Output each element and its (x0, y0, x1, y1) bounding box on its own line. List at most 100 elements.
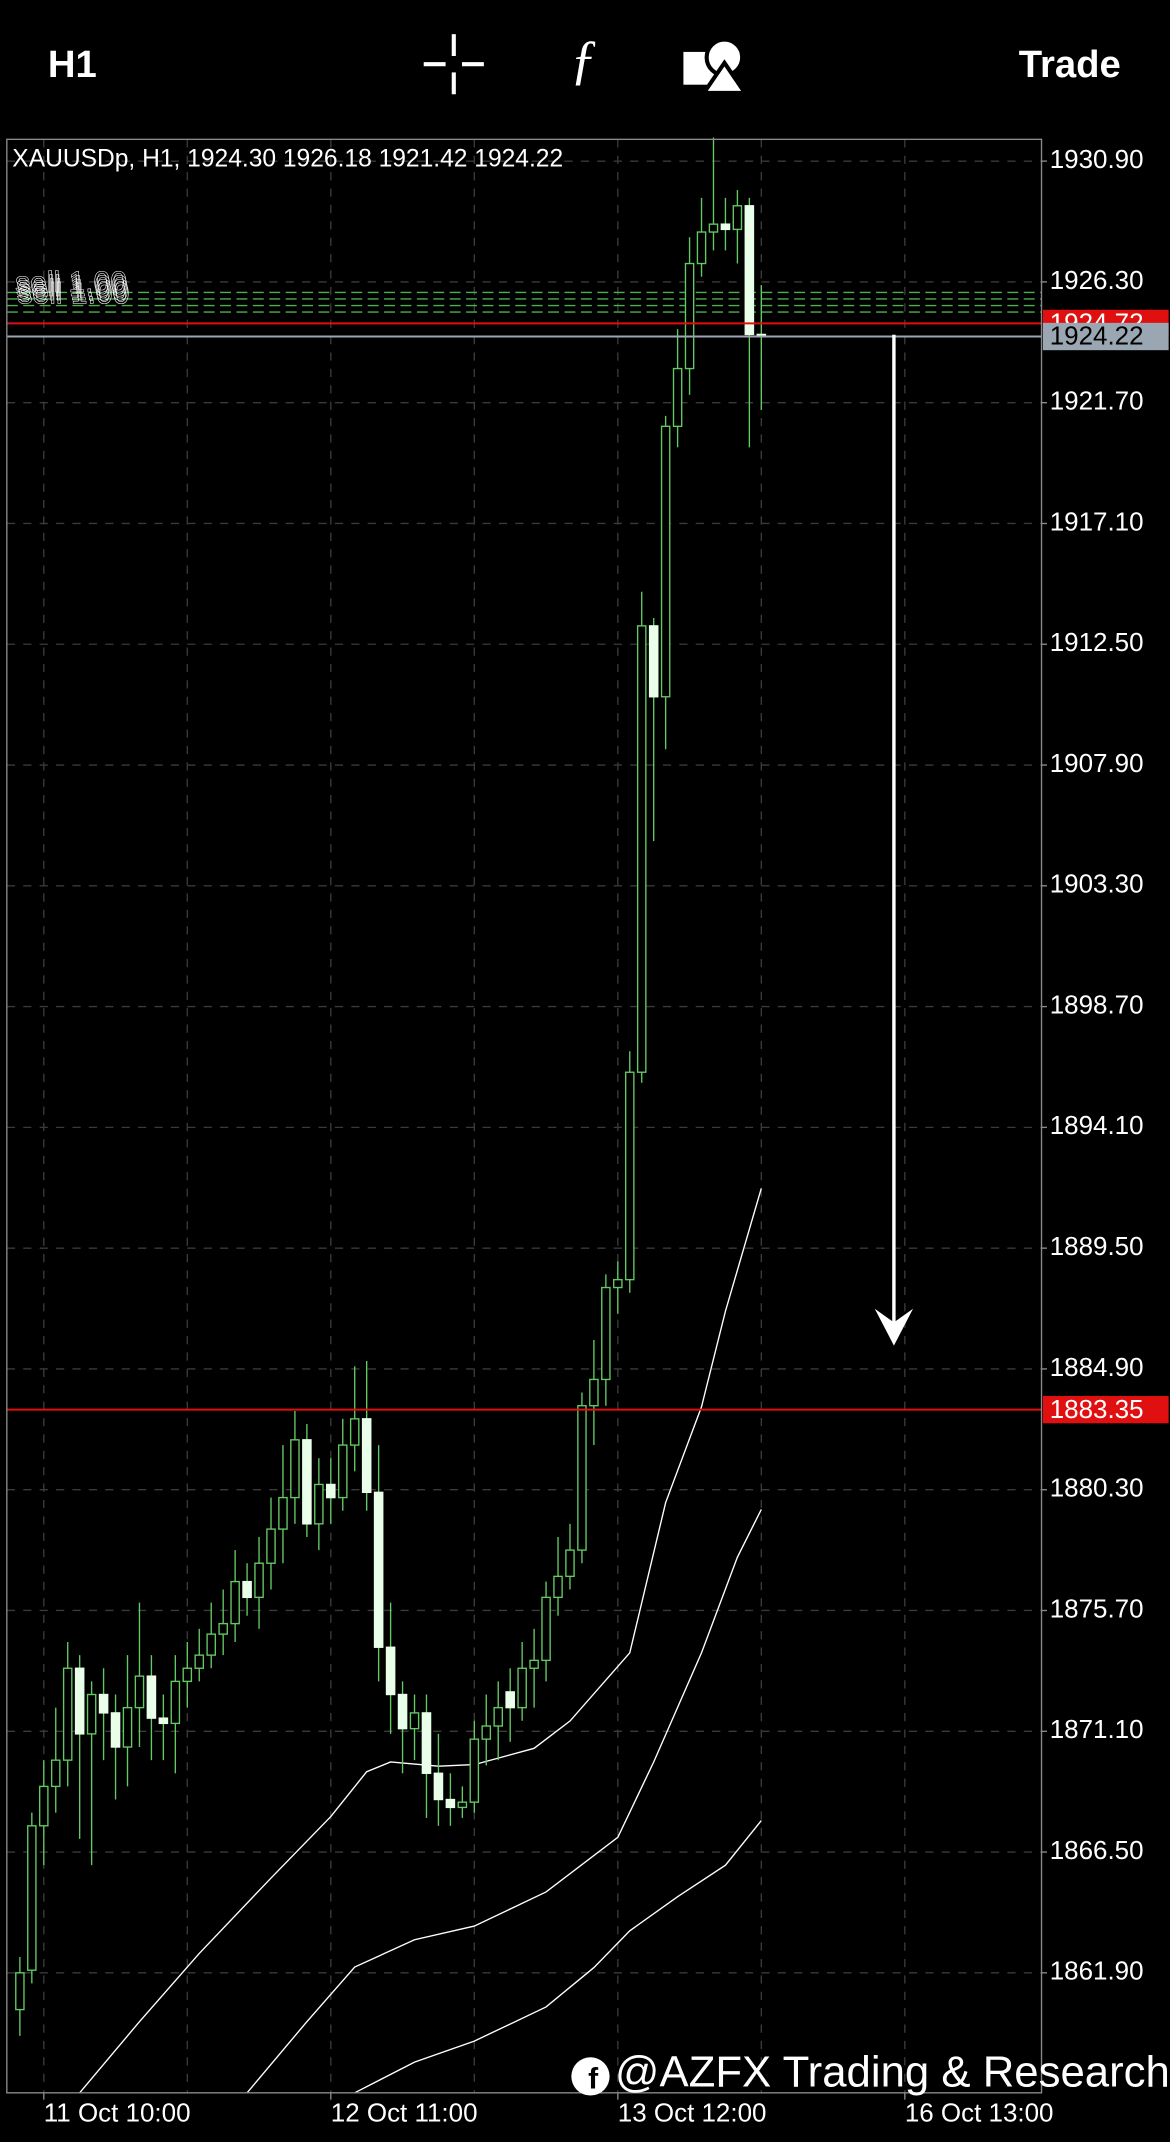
candle (170, 1655, 181, 1774)
candle-body (648, 625, 659, 698)
candle (206, 1602, 216, 1669)
candle (696, 197, 707, 277)
candle-body (50, 1759, 61, 1788)
candle-body (660, 425, 671, 698)
candle (636, 591, 647, 1083)
candle-body (337, 1444, 348, 1499)
candle (290, 1410, 300, 1524)
candle (541, 1581, 551, 1682)
indicator-line (79, 1188, 762, 2094)
y-tick-label: 1884.90 (1050, 1352, 1144, 1382)
candle (50, 1707, 61, 1813)
candle-body (361, 1418, 372, 1494)
x-tick-label: 12 Oct 11:00 (331, 2098, 478, 2128)
y-tick-label: 1898.70 (1050, 989, 1144, 1019)
candle-body (613, 1278, 623, 1289)
candle (326, 1458, 336, 1524)
indicator-line (354, 1820, 762, 2094)
candle-body (624, 1071, 635, 1281)
crosshair-button[interactable] (423, 34, 484, 95)
price-tag (1042, 1395, 1169, 1424)
price-tag-label: 1883.35 (1050, 1394, 1144, 1424)
candle-body (517, 1667, 527, 1709)
candle-body (314, 1483, 324, 1525)
order-label: sell 1.00 (17, 278, 129, 311)
order-label: sell 1.00 (15, 266, 127, 299)
objects-button[interactable] (683, 37, 749, 95)
y-tick-label: 1894.10 (1050, 1110, 1144, 1140)
x-tick-label: 13 Oct 12:00 (618, 2098, 767, 2128)
candle (433, 1733, 444, 1826)
candle (481, 1694, 492, 1766)
indicators-button[interactable]: ƒ (570, 29, 597, 90)
candle (732, 190, 743, 264)
candle-body (708, 223, 719, 233)
candle (529, 1628, 539, 1708)
candle-body (194, 1654, 205, 1669)
trade-button[interactable]: Trade (1019, 43, 1121, 86)
candle (122, 1655, 133, 1787)
candle-body (409, 1712, 420, 1730)
candle-body (62, 1667, 73, 1761)
candle (553, 1536, 563, 1616)
y-tick-label: 1917.10 (1050, 506, 1144, 536)
indicator-line (246, 1509, 762, 2094)
candle-body (230, 1580, 240, 1625)
candle-body (182, 1667, 193, 1683)
y-tick-label: 1921.70 (1050, 386, 1144, 416)
candle-body (433, 1772, 444, 1801)
candle-body (86, 1693, 97, 1735)
watermark: f @AZFX Trading & Research (571, 2048, 1170, 2097)
candle (708, 137, 719, 251)
candle-body (529, 1659, 539, 1669)
candle-body (553, 1575, 563, 1599)
candle-body (206, 1633, 216, 1656)
timeframe-button[interactable]: H1 (48, 43, 97, 86)
price-tag (1042, 322, 1169, 351)
order-label: sell 1.00 (17, 274, 129, 307)
candle (613, 1261, 623, 1314)
candle (409, 1694, 420, 1761)
candle-body (445, 1798, 456, 1809)
candle (349, 1366, 360, 1472)
y-tick-label: 1912.50 (1050, 627, 1144, 657)
candle (182, 1641, 193, 1708)
candle (230, 1550, 240, 1642)
candle-body (541, 1596, 551, 1662)
candle-body (158, 1717, 169, 1725)
candle-body (266, 1528, 276, 1564)
candle (672, 329, 683, 448)
candle-body (302, 1439, 312, 1525)
svg-text:f: f (588, 2062, 599, 2095)
candle (589, 1340, 599, 1446)
chart-title: XAUUSDp, H1, 1924.30 1926.18 1921.42 192… (12, 145, 563, 172)
candle-body (589, 1378, 599, 1407)
candle (493, 1681, 504, 1761)
candle (86, 1681, 97, 1866)
order-label: sell 1.00 (16, 270, 128, 303)
y-tick-label: 1866.50 (1050, 1835, 1144, 1865)
candle-body (39, 1785, 49, 1827)
candle (302, 1424, 312, 1537)
candle-body (397, 1693, 408, 1730)
candle-body (218, 1622, 228, 1635)
candle (98, 1668, 109, 1761)
candle (361, 1361, 372, 1511)
candle-body (74, 1667, 85, 1735)
candle-body (385, 1646, 396, 1696)
candle (469, 1720, 480, 1813)
candle (218, 1589, 228, 1656)
candle (684, 237, 695, 395)
candle-body (493, 1706, 504, 1727)
y-tick-label: 1903.30 (1050, 869, 1144, 899)
candle-body (469, 1738, 480, 1803)
candle (565, 1523, 575, 1590)
candle-body (110, 1712, 121, 1748)
candle-body (577, 1405, 587, 1551)
candle-body (170, 1680, 181, 1725)
candle (110, 1694, 121, 1800)
x-tick-label: 16 Oct 13:00 (905, 2098, 1054, 2128)
candle (314, 1458, 324, 1551)
